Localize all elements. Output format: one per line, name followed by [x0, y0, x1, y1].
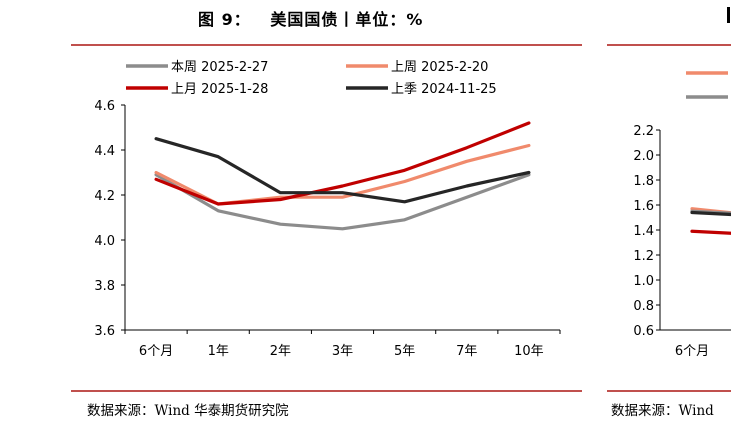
y-tick-label: 4.0	[94, 234, 115, 249]
series-line-1	[154, 173, 531, 231]
x-tick-label: 6个月	[139, 344, 173, 359]
y-tick-label: 4.6	[94, 99, 115, 114]
y-tick-label: 3.6	[94, 324, 115, 339]
y-tick-label-right: 1.6	[633, 199, 654, 214]
y-tick-label: 3.8	[94, 279, 115, 294]
bottom-rule-right	[607, 390, 731, 392]
legend-label-1: 本周 2025-2-27	[171, 60, 268, 75]
x-tick-label: 3年	[332, 344, 353, 359]
x-tick-label-right: 6个月	[675, 344, 709, 359]
y-tick-label-right: 1.2	[633, 249, 654, 264]
top-rule-left	[71, 44, 582, 46]
y-tick-label-right: 2.2	[633, 124, 654, 139]
y-tick-label-right: 2.0	[633, 149, 654, 164]
source-note-right: 数据来源：Wind	[611, 403, 714, 419]
legend-label-3: 上月 2025-1-28	[171, 82, 268, 97]
series-line-3	[154, 121, 531, 206]
source-note: 数据来源：Wind 华泰期货研究院	[87, 403, 289, 419]
y-tick-label-right: 1.0	[633, 274, 654, 289]
top-rule-right	[607, 44, 731, 46]
y-tick-label: 4.2	[94, 189, 115, 204]
y-tick-label: 4.4	[94, 144, 115, 159]
x-tick-label: 1年	[208, 344, 229, 359]
y-tick-label-right: 0.6	[633, 324, 654, 339]
x-tick-label: 7年	[456, 344, 477, 359]
series-line-right-3	[690, 210, 731, 217]
chart-title: 图 9： 美国国债丨单位：%	[198, 10, 424, 29]
x-tick-label: 5年	[394, 344, 415, 359]
right-panel-title-fragment	[727, 7, 730, 23]
y-tick-label-right: 1.4	[633, 224, 654, 239]
series-line-4	[154, 137, 531, 204]
x-tick-label: 2年	[270, 344, 291, 359]
series-line-right-4	[690, 229, 731, 235]
y-tick-label-right: 1.8	[633, 174, 654, 189]
bottom-rule-left	[71, 390, 582, 392]
legend-label-4: 上季 2024-11-25	[391, 82, 497, 97]
y-tick-label-right: 0.8	[633, 299, 654, 314]
x-tick-label: 10年	[514, 344, 544, 359]
legend-label-2: 上周 2025-2-20	[391, 60, 488, 75]
